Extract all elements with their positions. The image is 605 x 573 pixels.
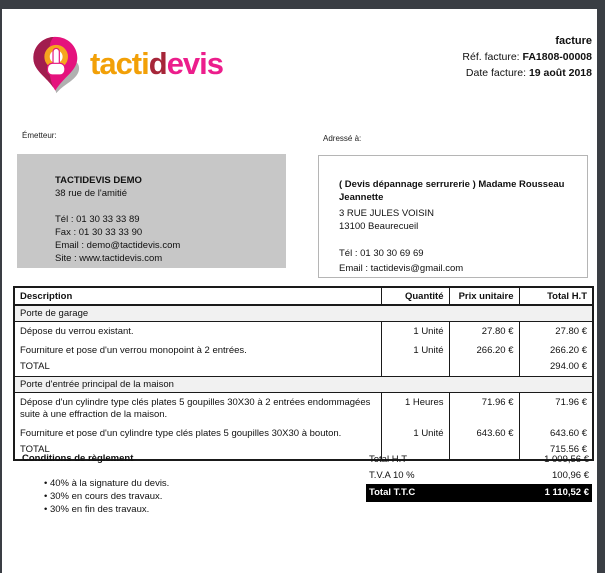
item-total: 266.20 € bbox=[518, 341, 593, 360]
window-frame-left bbox=[0, 0, 2, 573]
item-quantity: 1 Unité bbox=[380, 424, 449, 443]
payment-terms: Conditions de règlement 40% à la signatu… bbox=[22, 453, 322, 516]
sender-box: TACTIDEVIS DEMO 38 rue de l'amitié Tél :… bbox=[17, 154, 286, 268]
section-title: Porte de garage bbox=[14, 304, 593, 322]
item-total: 643.60 € bbox=[518, 424, 593, 443]
map-pin-hand-icon bbox=[30, 36, 84, 99]
section-total-row: TOTAL 294.00 € bbox=[14, 360, 593, 377]
sender-address: 38 rue de l'amitié bbox=[55, 188, 128, 199]
payment-term-item: 30% en fin des travaux. bbox=[44, 503, 322, 516]
table-row: Dépose du verrou existant. 1 Unité 27.80 €… bbox=[14, 321, 593, 341]
logo-text-tacti: tacti bbox=[90, 46, 150, 81]
table-header-row: Description Quantité Prix unitaire Total… bbox=[14, 287, 593, 306]
item-unit-price: 266.20 € bbox=[448, 341, 519, 360]
tactidevis-logo: tactidevis bbox=[30, 36, 224, 99]
summary-label: T.V.A 10 % bbox=[369, 470, 415, 481]
section-total-price bbox=[448, 360, 519, 377]
section-total-row: TOTAL 715.56 € bbox=[14, 443, 593, 460]
invoice-ref-label: Réf. facture: bbox=[462, 51, 523, 63]
item-unit-price: 71.96 € bbox=[448, 392, 519, 424]
col-header-total: Total H.T bbox=[518, 287, 593, 306]
sender-name: TACTIDEVIS DEMO bbox=[55, 175, 142, 186]
table-row: Fourniture et pose d'un verrou monopoint… bbox=[14, 341, 593, 360]
item-unit-price: 27.80 € bbox=[448, 321, 519, 341]
invoice-items-table: Description Quantité Prix unitaire Total… bbox=[13, 286, 594, 461]
table-row: Dépose d'un cylindre type clés plates 5 … bbox=[14, 392, 593, 424]
recipient-address-line1: 3 RUE JULES VOISIN bbox=[339, 208, 435, 219]
payment-term-item: 30% en cours des travaux. bbox=[44, 490, 322, 503]
item-total: 27.80 € bbox=[518, 321, 593, 341]
sender-fax: Fax : 01 30 33 33 90 bbox=[55, 227, 143, 238]
item-unit-price: 643.60 € bbox=[448, 424, 519, 443]
section-total-price bbox=[448, 443, 519, 460]
section-title: Porte d'entrée principal de la maison bbox=[14, 376, 593, 393]
col-header-description: Description bbox=[14, 287, 381, 306]
recipient-name: ( Devis dépannage serrurerie ) Madame Ro… bbox=[339, 179, 565, 203]
sender-email: Email : demo@tactidevis.com bbox=[55, 240, 181, 251]
item-quantity: 1 Unité bbox=[380, 341, 449, 360]
logo-wordmark: tactidevis bbox=[90, 46, 224, 87]
invoice-table-body: Porte de garage Dépose du verrou existant… bbox=[14, 304, 593, 460]
summary-value: 1 110,52 € bbox=[544, 487, 589, 498]
section-total-qty bbox=[380, 443, 449, 460]
item-description: Dépose d'un cylindre type clés plates 5 … bbox=[20, 397, 371, 420]
payment-terms-list: 40% à la signature du devis.30% en cours… bbox=[22, 477, 322, 516]
recipient-section-label: Adressé à: bbox=[323, 134, 362, 143]
table-section-row: Porte d'entrée principal de la maison bbox=[14, 376, 593, 393]
summary-value: 100,96 € bbox=[552, 470, 589, 481]
item-description: Fourniture et pose d'un cylindre type cl… bbox=[20, 428, 342, 439]
summary-row: T.V.A 10 % 100,96 € bbox=[366, 468, 592, 484]
invoice-ref-value: FA1808-00008 bbox=[522, 51, 592, 63]
grand-total-row: Total T.T.C 1 110,52 € bbox=[366, 484, 592, 502]
summary-label: Total H.T bbox=[369, 454, 408, 465]
item-description: Fourniture et pose d'un verrou monopoint… bbox=[20, 345, 247, 356]
table-row: Fourniture et pose d'un cylindre type cl… bbox=[14, 424, 593, 443]
section-total-value: 715.56 € bbox=[518, 443, 593, 460]
section-total-value: 294.00 € bbox=[518, 360, 593, 377]
logo-text-evis: evis bbox=[166, 46, 224, 81]
col-header-unit-price: Prix unitaire bbox=[448, 287, 519, 306]
section-total-label: TOTAL bbox=[20, 444, 50, 455]
invoice-date-line: Date facture: 19 août 2018 bbox=[462, 65, 592, 81]
summary-row: Total H.T 1 009,56 € bbox=[366, 452, 592, 468]
col-header-quantity: Quantité bbox=[380, 287, 449, 306]
window-frame-right bbox=[597, 0, 605, 573]
recipient-tel: Tél : 01 30 30 69 69 bbox=[339, 248, 424, 259]
window-frame-top bbox=[0, 0, 605, 9]
sender-tel: Tél : 01 30 33 33 89 bbox=[55, 214, 140, 225]
item-total: 71.96 € bbox=[518, 392, 593, 424]
payment-term-item: 40% à la signature du devis. bbox=[44, 477, 322, 490]
totals-summary: Total H.T 1 009,56 € T.V.A 10 % 100,96 € Tot… bbox=[366, 452, 592, 502]
sender-section-label: Émetteur: bbox=[22, 131, 57, 140]
item-quantity: 1 Heures bbox=[380, 392, 449, 424]
payment-terms-title: Conditions de règlement bbox=[22, 453, 134, 464]
summary-label: Total T.T.C bbox=[369, 487, 416, 498]
document-header: facture Réf. facture: FA1808-00008 Date … bbox=[462, 33, 592, 81]
summary-value: 1 009,56 € bbox=[544, 454, 589, 465]
table-section-row: Porte de garage bbox=[14, 304, 593, 322]
item-description: Dépose du verrou existant. bbox=[20, 326, 134, 337]
invoice-ref-line: Réf. facture: FA1808-00008 bbox=[462, 49, 592, 65]
recipient-address-line2: 13100 Beaurecueil bbox=[339, 221, 419, 232]
item-quantity: 1 Unité bbox=[380, 321, 449, 341]
recipient-box: ( Devis dépannage serrurerie ) Madame Ro… bbox=[318, 155, 588, 278]
sender-site: Site : www.tactidevis.com bbox=[55, 253, 163, 264]
section-total-label: TOTAL bbox=[20, 361, 50, 372]
invoice-date-value: 19 août 2018 bbox=[528, 67, 592, 79]
invoice-date-label: Date facture: bbox=[465, 67, 529, 79]
recipient-email: Email : tactidevis@gmail.com bbox=[339, 263, 464, 274]
document-type: facture bbox=[555, 35, 592, 47]
section-total-qty bbox=[380, 360, 449, 377]
logo-text-d: d bbox=[148, 46, 168, 81]
